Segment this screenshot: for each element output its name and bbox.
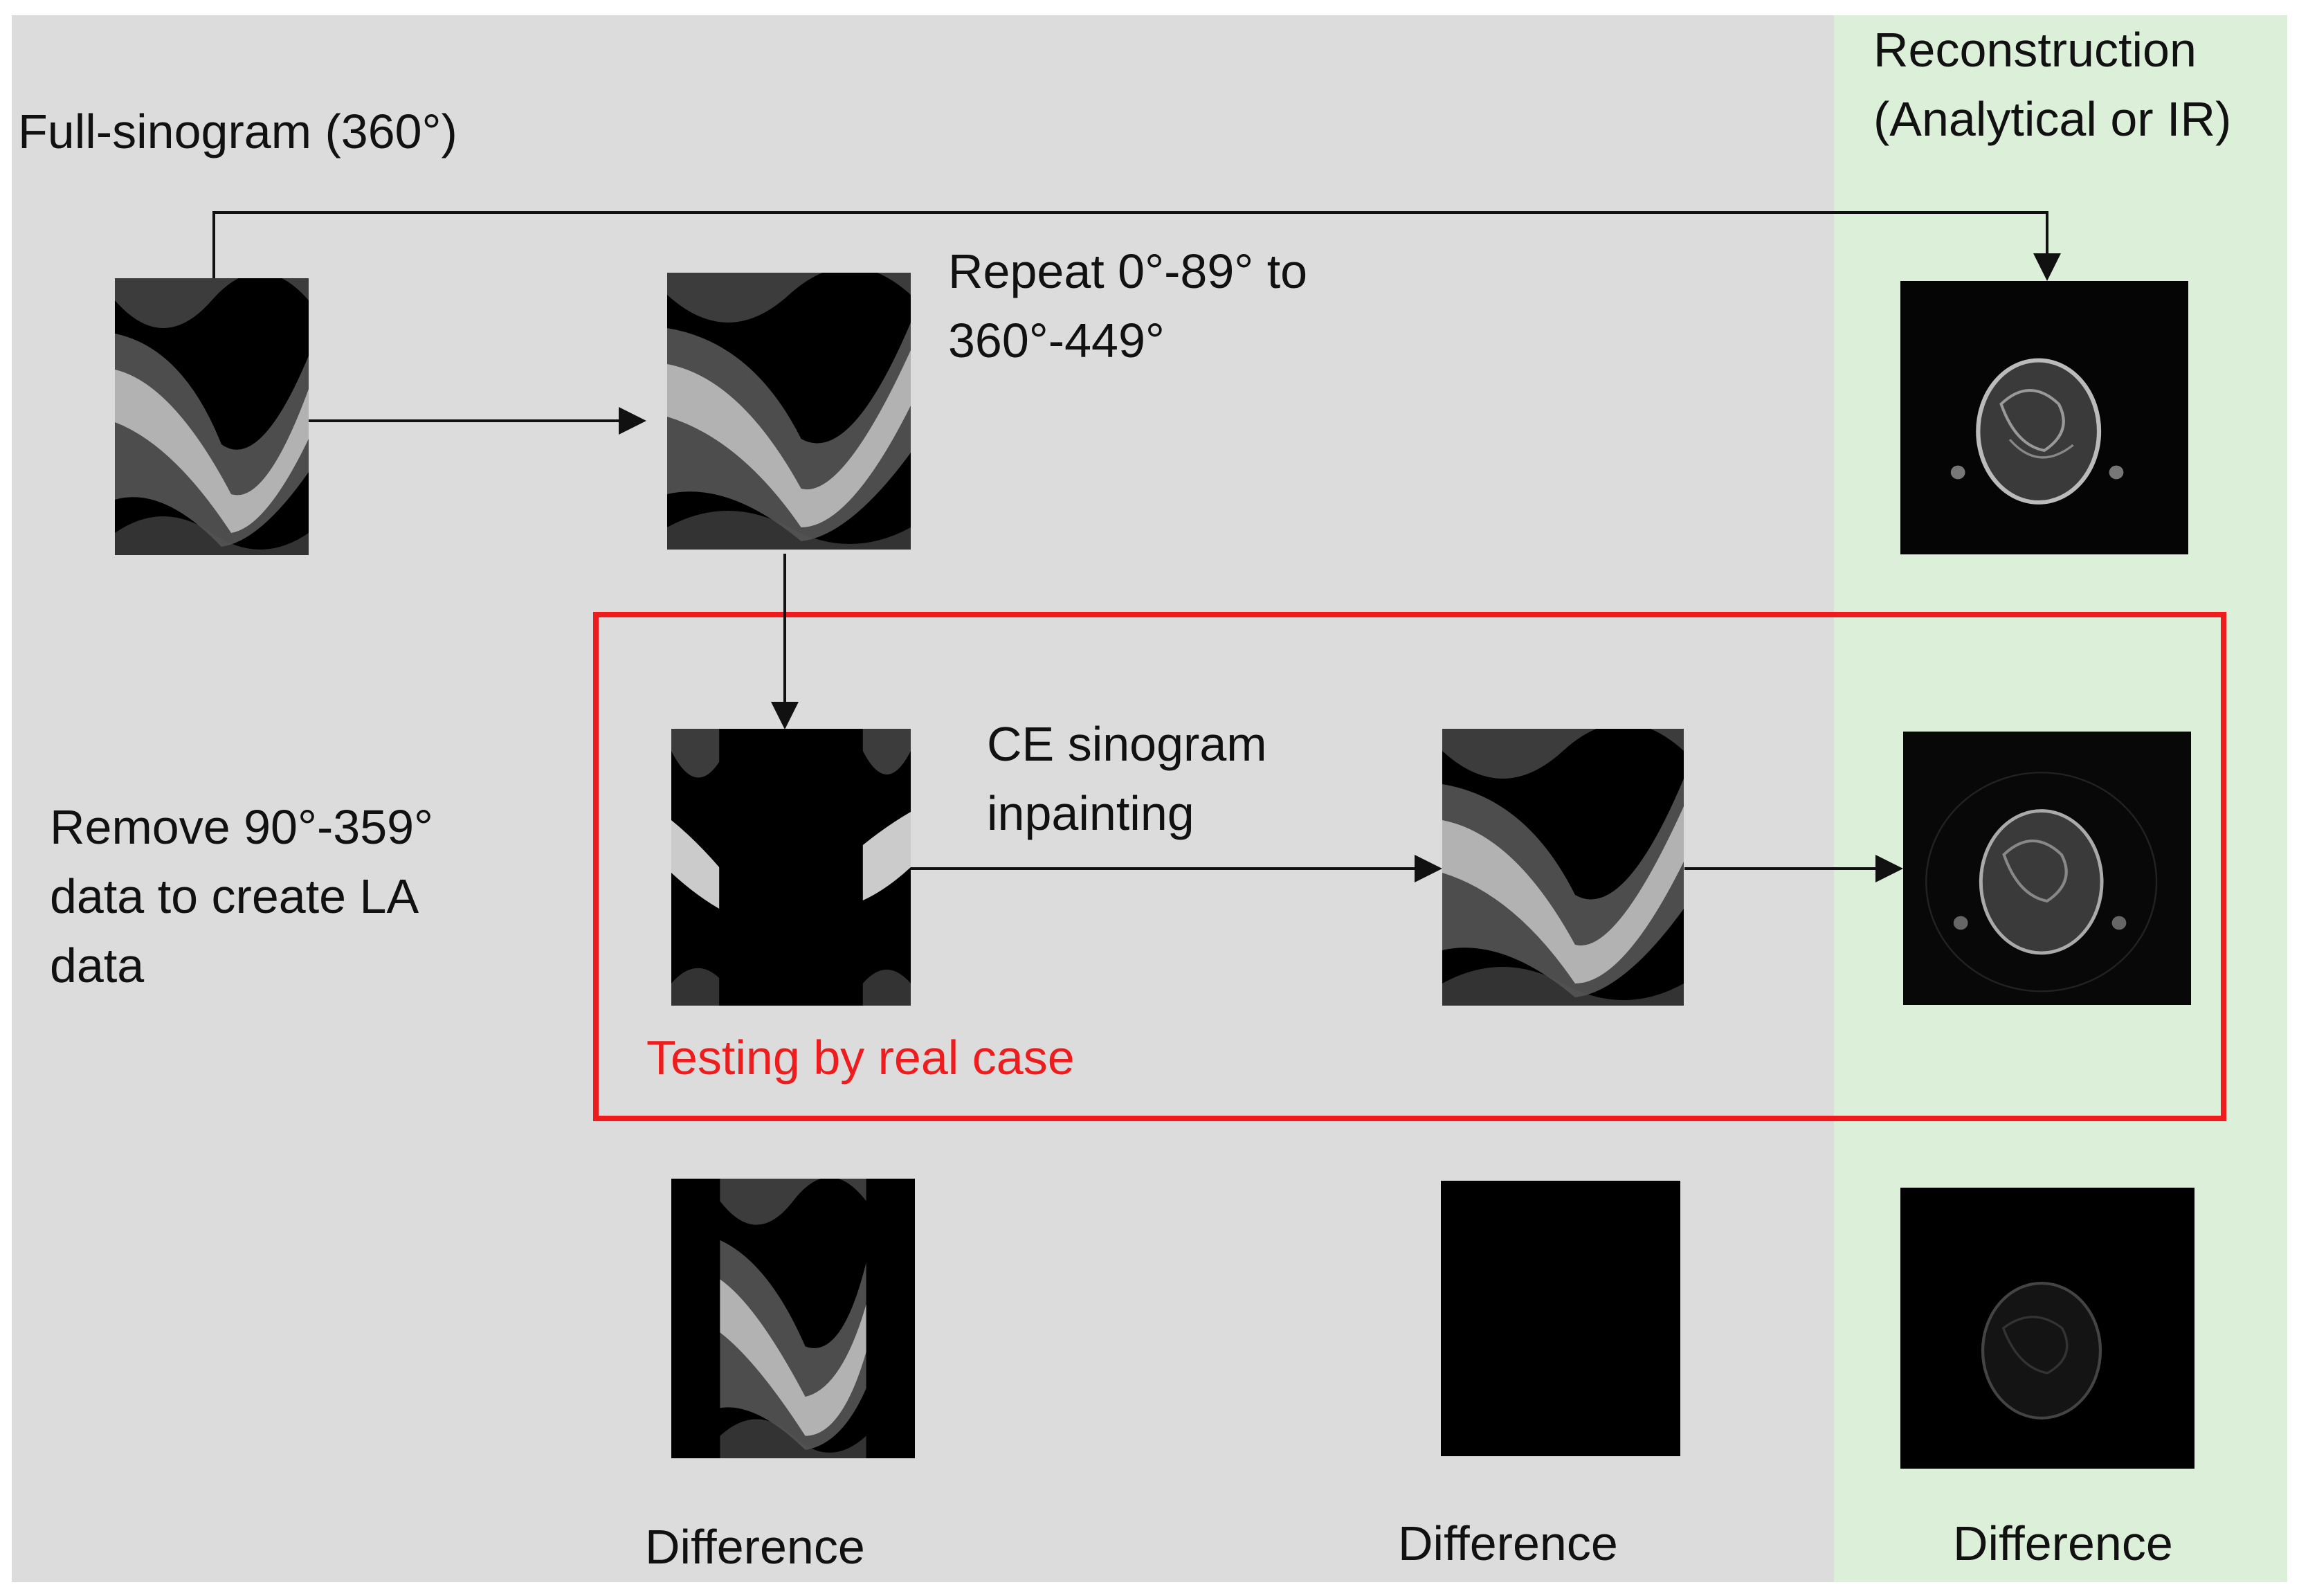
full-sinogram-image [115,278,309,555]
full-sinogram-label: Full-sinogram (360°) [18,105,457,158]
difference-label-2: Difference [1398,1516,1618,1570]
inpainted-reconstruction-image [1903,732,2191,1005]
repeat-label: Repeat 0°-89° to 360°-449° [948,244,1308,368]
reconstruction-label: Reconstruction (Analytical or IR) [1873,23,2232,146]
difference-label-3: Difference [1953,1516,2173,1570]
testing-label: Testing by real case [646,1031,1075,1085]
ce-inpainting-label: CE sinogram inpainting [987,717,1267,840]
remove-label: Remove 90°-359° data to create LA data [50,800,434,992]
inpainted-sinogram-image [1442,729,1684,1006]
difference-sinogram-image-2 [1441,1181,1680,1456]
difference-sinogram-image-1 [671,1179,915,1458]
testing-highlight-box [593,612,2226,1121]
repeated-sinogram-image [667,273,911,550]
difference-label-1: Difference [645,1520,865,1574]
limited-angle-sinogram-image [671,729,911,1006]
arrow-full-to-reconstruction [212,211,2061,281]
full-reconstruction-image [1900,281,2188,554]
difference-reconstruction-image [1900,1188,2194,1469]
